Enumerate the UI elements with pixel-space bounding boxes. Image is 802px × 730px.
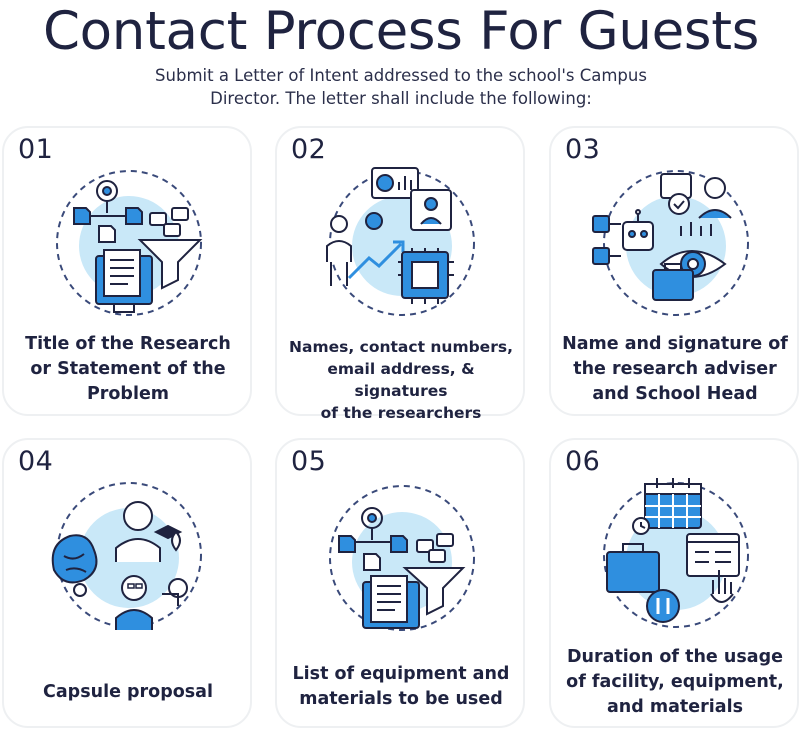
step-card-03: 03 Name and signature of the research ad…	[549, 126, 799, 416]
step-card-04: 04 Capsule proposal	[2, 438, 252, 728]
step-number: 05	[291, 446, 327, 477]
step-card-06: 06 Duration of the usage of facility, eq…	[549, 438, 799, 728]
brain-people-idea-icon	[51, 482, 202, 630]
step-number: 06	[565, 446, 601, 477]
step-number: 03	[565, 134, 601, 165]
step-text: Capsule proposal	[43, 682, 213, 702]
step-card-01: 01 Title of the Research or Statement of…	[2, 126, 252, 416]
step-number: 02	[291, 134, 327, 165]
step-text: Name and signature of the research advis…	[562, 334, 788, 404]
page-title: Contact Process For Guests	[42, 1, 760, 62]
person-chip-growth-icon	[326, 167, 475, 316]
step-number: 04	[18, 446, 54, 477]
robot-eye-network-icon	[592, 170, 749, 316]
step-text: Names, contact numbers, email address, &…	[289, 338, 513, 422]
funnel-documents-icon	[56, 170, 203, 316]
step-number: 01	[18, 134, 54, 165]
step-text: Title of the Research or Statement of th…	[25, 334, 231, 404]
funnel-documents-icon	[329, 485, 475, 631]
step-text: Duration of the usage of facility, equip…	[566, 647, 784, 717]
step-card-02: 02 Names, contact numbers, email address…	[275, 126, 525, 422]
calendar-briefcase-icon	[603, 478, 749, 628]
page-subtitle: Submit a Letter of Intent addressed to t…	[155, 66, 647, 108]
step-text: List of equipment and materials to be us…	[292, 664, 510, 709]
step-card-05: 05 List of equipment and materials to be…	[275, 438, 525, 728]
